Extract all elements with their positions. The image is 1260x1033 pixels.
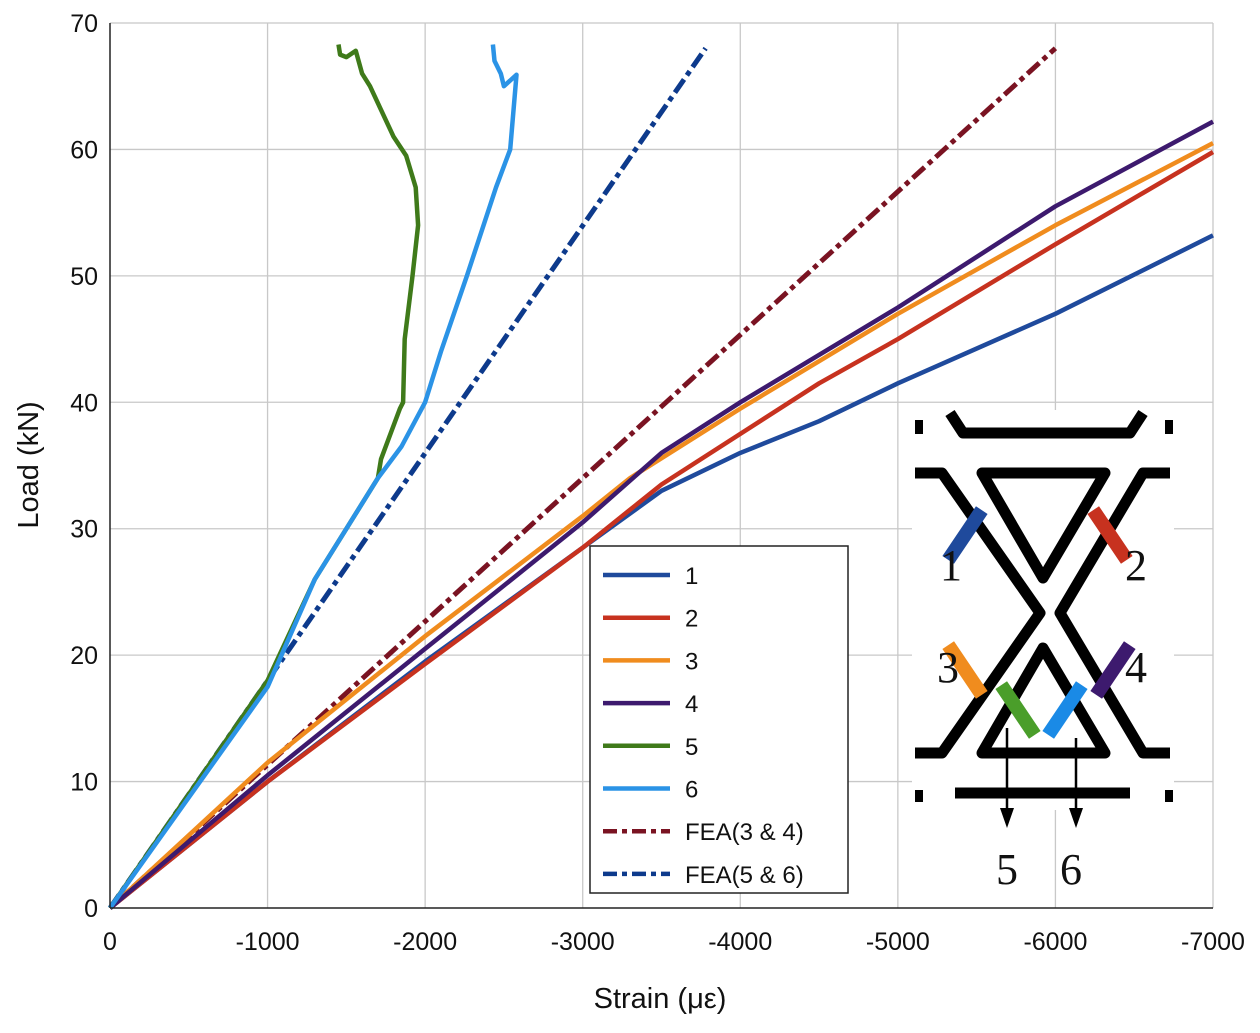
legend-label: 3 (685, 648, 698, 675)
inset-label-1: 1 (940, 541, 962, 590)
series-line-fea-5-6- (107, 46, 708, 910)
y-tick-label: 50 (70, 263, 98, 291)
y-tick-label: 10 (70, 769, 98, 797)
inset-label-6: 6 (1060, 845, 1082, 894)
x-tick-label: -3000 (551, 928, 615, 956)
strain-gauge-6 (1042, 681, 1088, 739)
x-tick-label: -6000 (1023, 928, 1087, 956)
y-tick-label: 0 (84, 895, 98, 923)
inset-label-4: 4 (1125, 643, 1147, 692)
x-tick-label: -5000 (866, 928, 930, 956)
legend-label: 6 (685, 777, 698, 804)
x-axis-label: Strain (με) (594, 983, 727, 1015)
x-tick-label: -1000 (236, 928, 300, 956)
specimen-inset: 1 2 3 4 5 6 (912, 410, 1174, 894)
legend-label: FEA(5 & 6) (685, 862, 804, 889)
y-tick-labels: 0 10 20 30 40 50 60 70 (70, 10, 98, 923)
legend-label: 2 (685, 606, 698, 633)
y-tick-label: 40 (70, 389, 98, 417)
strain-gauge-1 (942, 506, 988, 564)
legend-label: 1 (685, 563, 698, 590)
y-axis-label: Load (kN) (13, 401, 45, 528)
x-tick-label: -7000 (1181, 928, 1245, 956)
y-tick-label: 70 (70, 10, 98, 38)
x-tick-label: -4000 (708, 928, 772, 956)
x-tick-labels: 0 -1000 -2000 -3000 -4000 -5000 -6000 -7000 (103, 928, 1245, 956)
x-tick-label: 0 (103, 928, 117, 956)
strain-gauge-3 (942, 641, 988, 699)
series-line-2 (108, 150, 1215, 910)
inset-label-5: 5 (996, 845, 1018, 894)
legend: 1 2 3 4 5 6 FEA(3 & 4) FEA(5 & 6) (589, 545, 849, 894)
legend-label: FEA(3 & 4) (685, 819, 804, 846)
series-line-4 (108, 119, 1215, 910)
y-tick-label: 30 (70, 516, 98, 544)
legend-box (589, 545, 849, 894)
strain-gauge-4 (1090, 641, 1136, 699)
inset-label-2: 2 (1125, 541, 1147, 590)
y-tick-label: 60 (70, 136, 98, 164)
inset-label-3: 3 (937, 643, 959, 692)
series-line-fea-3-4- (108, 46, 1058, 910)
series-line-6 (108, 44, 519, 910)
y-tick-label: 20 (70, 642, 98, 670)
legend-label: 4 (685, 691, 698, 718)
legend-label: 5 (685, 734, 698, 761)
strain-gauge-5 (995, 681, 1041, 739)
strain-gauge-2 (1087, 506, 1133, 564)
x-tick-label: -2000 (393, 928, 457, 956)
axes (109, 23, 1213, 909)
series-lines (107, 44, 1215, 910)
